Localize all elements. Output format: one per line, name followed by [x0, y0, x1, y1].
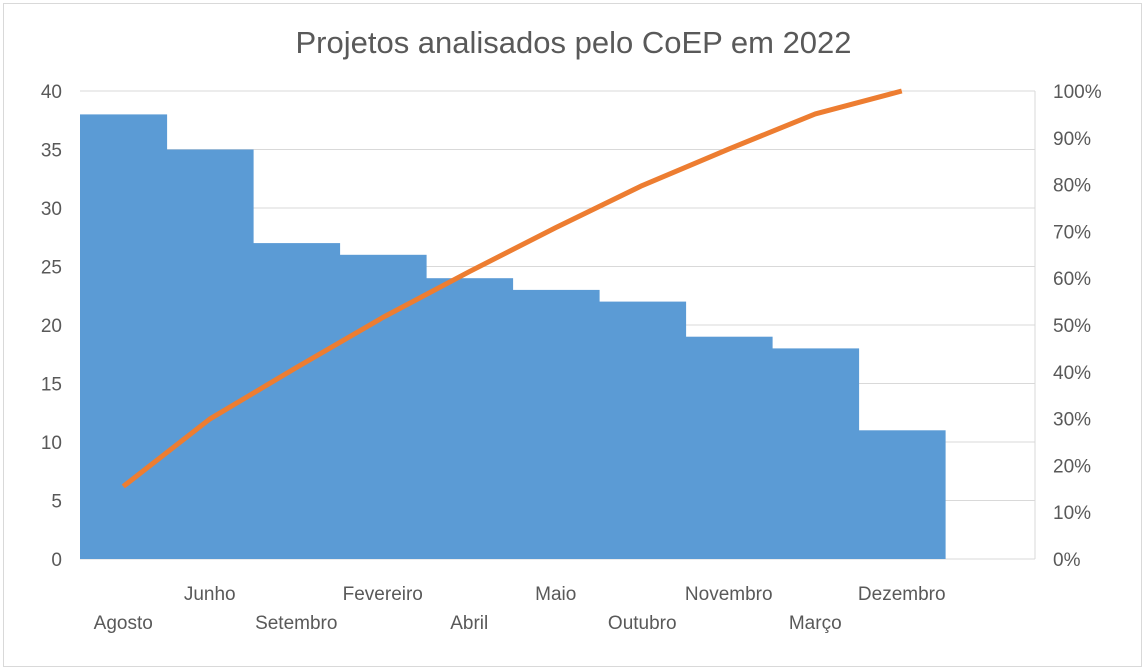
- bar: [685, 336, 773, 559]
- x-tick-label: Fevereiro: [343, 584, 423, 605]
- x-tick-label: Junho: [184, 584, 236, 605]
- x-tick-label: Outubro: [608, 613, 677, 634]
- bar: [772, 348, 860, 559]
- bar: [253, 243, 341, 559]
- bars: [80, 114, 946, 560]
- y-tick-label: 15: [41, 375, 62, 396]
- y2-tick-label: 20%: [1053, 456, 1091, 477]
- y-tick-label: 5: [51, 492, 62, 513]
- y2-tick-label: 90%: [1053, 129, 1091, 150]
- chart-title: Projetos analisados pelo CoEP em 2022: [295, 25, 852, 60]
- y2-tick-label: 30%: [1053, 410, 1091, 431]
- x-tick-label: Agosto: [94, 613, 153, 634]
- y-tick-label: 30: [41, 199, 62, 220]
- y-tick-label: 10: [41, 433, 62, 454]
- cumulative-series-line: [121, 88, 903, 489]
- y2-tick-label: 10%: [1053, 503, 1091, 524]
- x-tick-label: Maio: [535, 584, 576, 605]
- y2-tick-label: 50%: [1053, 316, 1091, 337]
- y-tick-label: 40: [41, 82, 62, 103]
- category-labels: Agosto Junho Setembro Fevereiro Abril Maio Out…: [94, 584, 946, 634]
- y2-tick-label: 70%: [1053, 222, 1091, 243]
- x-tick-label: Novembro: [685, 584, 773, 605]
- x-tick-label: Setembro: [255, 613, 337, 634]
- y2-tick-label: 60%: [1053, 269, 1091, 290]
- y2-tick-label: 0%: [1053, 550, 1081, 571]
- y-tick-label: 20: [41, 316, 62, 337]
- y-tick-label: 0: [51, 550, 62, 571]
- y2-tick-label: 40%: [1053, 363, 1091, 384]
- x-tick-label: Dezembro: [858, 584, 946, 605]
- cumulative-line: [121, 88, 903, 489]
- y-tick-label: 35: [41, 141, 62, 162]
- y-tick-label: 25: [41, 258, 62, 279]
- y2-tick-label: 100%: [1053, 82, 1102, 103]
- x-tick-label: Abril: [450, 613, 488, 634]
- bar: [339, 254, 427, 560]
- right-axis-ticks: 0% 10% 20% 30% 40% 50% 60% 70% 80% 90% 100%: [1053, 82, 1102, 571]
- y2-tick-label: 80%: [1053, 176, 1091, 197]
- bar: [512, 289, 600, 559]
- x-tick-label: Março: [789, 613, 842, 634]
- bar: [166, 149, 254, 559]
- bar: [80, 114, 168, 560]
- bar: [599, 301, 687, 559]
- bar: [426, 278, 514, 559]
- left-axis-ticks: 0 5 10 15 20 25 30 35 40: [41, 82, 62, 571]
- bar: [858, 430, 946, 559]
